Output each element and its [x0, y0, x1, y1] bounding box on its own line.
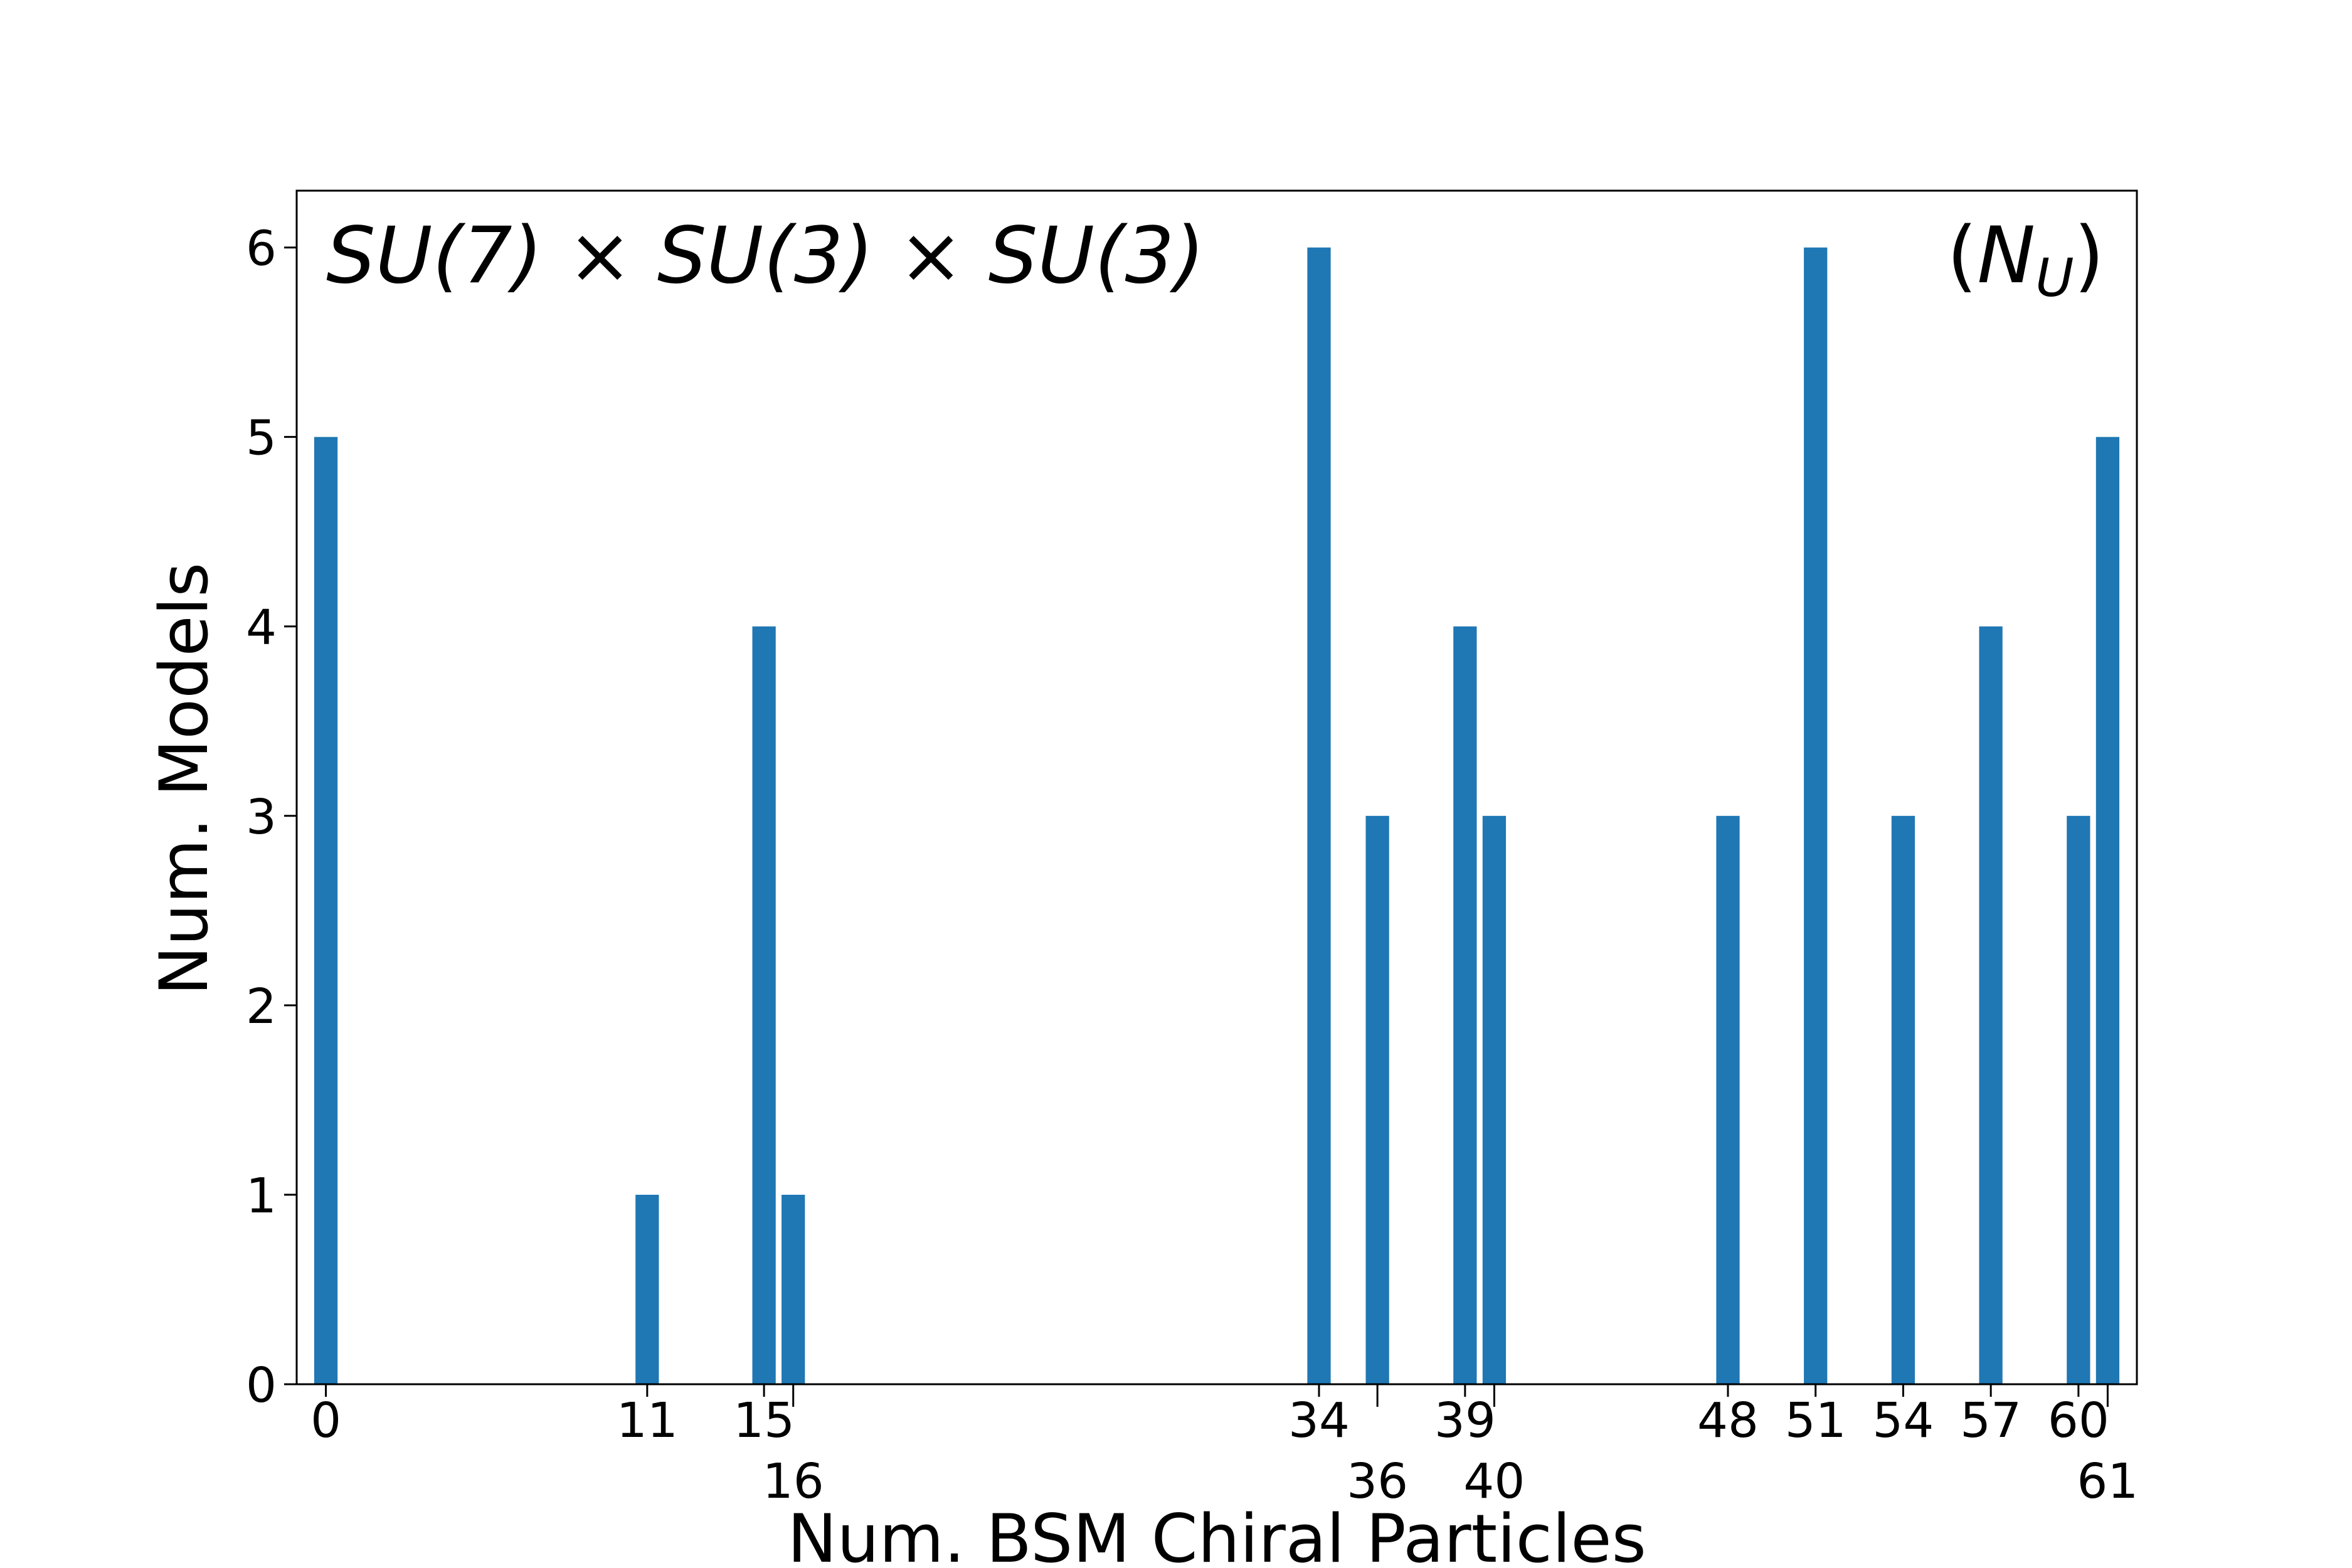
x-tick-label: 34 [1288, 1393, 1350, 1449]
bar [1804, 247, 1828, 1385]
y-axis-label: Num. Models [146, 563, 223, 996]
annotation-subscript: U [2035, 247, 2074, 309]
y-tick-label: 3 [246, 790, 277, 845]
annotation: SU(7) × SU(3) × SU(3) [326, 211, 1205, 301]
y-tick-label: 1 [246, 1168, 277, 1224]
y-tick-label: 2 [246, 979, 277, 1035]
x-tick-label: 11 [617, 1393, 678, 1449]
x-tick-label: 0 [310, 1393, 341, 1449]
x-tick-label: 61 [2077, 1454, 2138, 1510]
x-tick-label: 48 [1697, 1393, 1759, 1449]
bar [314, 437, 338, 1384]
bar [1979, 626, 2003, 1384]
bar [2067, 815, 2090, 1384]
bar [1307, 247, 1331, 1385]
x-tick-label: 51 [1785, 1393, 1846, 1449]
bar [752, 626, 776, 1384]
x-tick-label: 15 [733, 1393, 795, 1449]
x-tick-label: 16 [763, 1454, 824, 1510]
x-tick-label: 54 [1872, 1393, 1934, 1449]
bar [2095, 437, 2120, 1384]
bar [635, 1194, 659, 1384]
x-tick-label: 39 [1434, 1393, 1496, 1449]
x-tick-label: 36 [1347, 1454, 1408, 1510]
x-axis-label: Num. BSM Chiral Particles [787, 1500, 1646, 1568]
bar [1482, 815, 1507, 1384]
bar [781, 1194, 805, 1384]
annotation-base: N [1977, 211, 2035, 301]
x-tick-label: 60 [2048, 1393, 2109, 1449]
bar [1453, 626, 1477, 1384]
bar [1891, 815, 1915, 1384]
y-tick-label: 5 [246, 411, 277, 467]
y-tick-label: 4 [246, 600, 277, 656]
annotation-suffix: ) [2074, 211, 2104, 301]
annotation: (NU) [1947, 211, 2104, 309]
annotation-prefix: ( [1947, 211, 1977, 301]
plot-frame [295, 189, 2138, 1385]
bar [1716, 815, 1740, 1384]
bar [1365, 815, 1389, 1384]
x-tick-label: 40 [1463, 1454, 1525, 1510]
x-tick-label: 57 [1960, 1393, 2021, 1449]
y-tick-label: 0 [246, 1358, 277, 1414]
y-tick-label: 6 [246, 221, 277, 277]
